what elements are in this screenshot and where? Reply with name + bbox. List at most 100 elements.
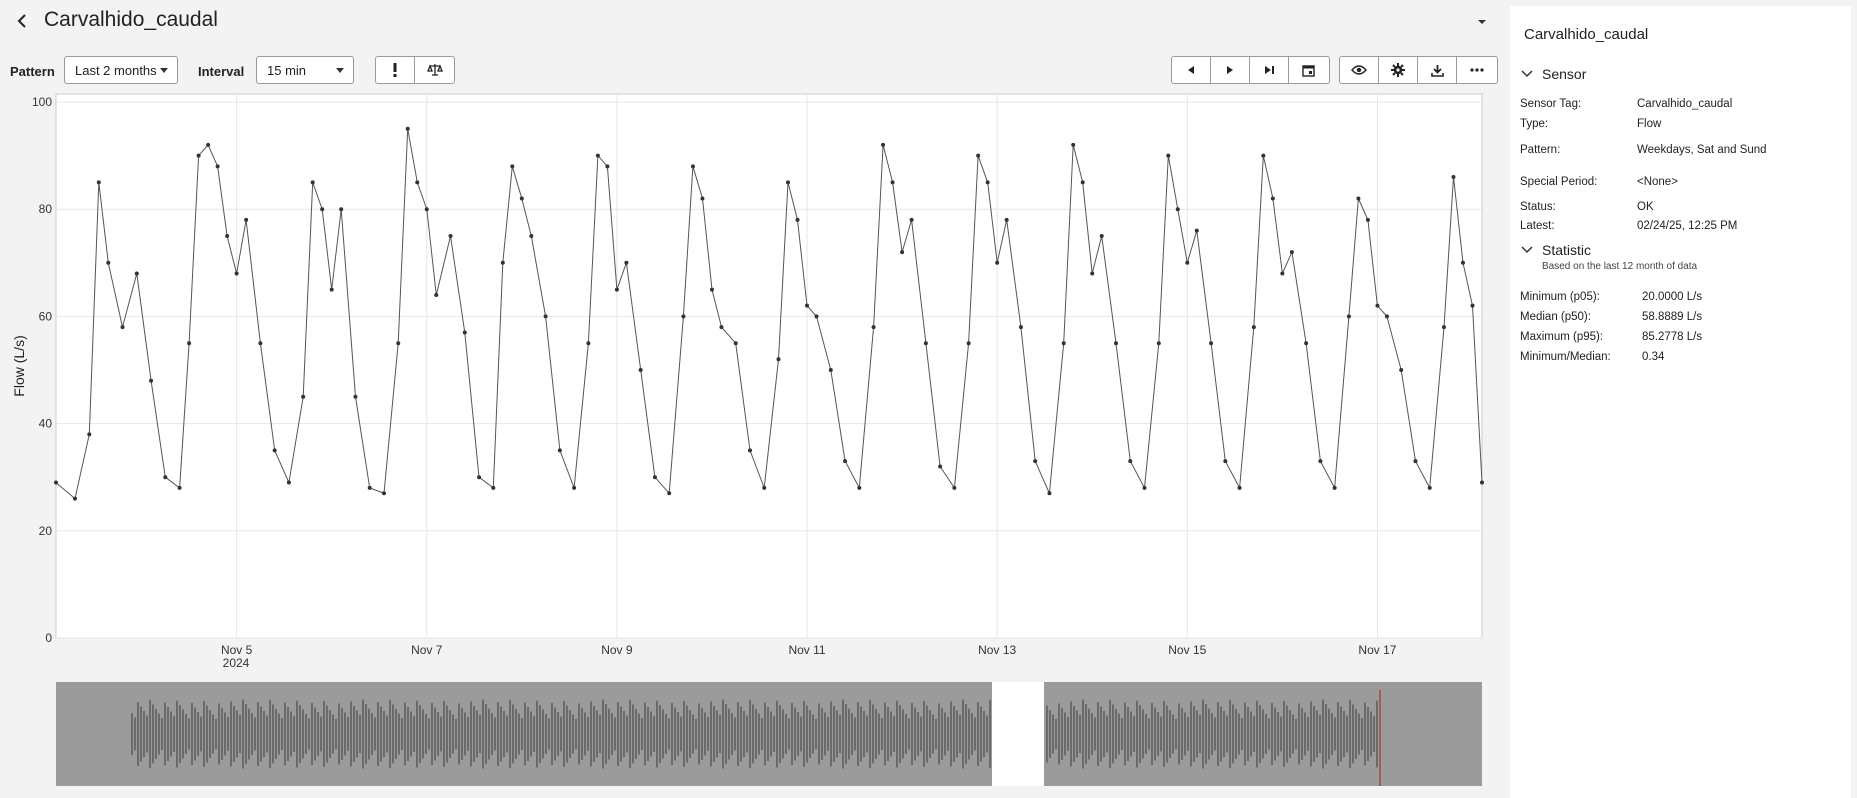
panel-title: Carvalhido_caudal (1524, 26, 1649, 43)
data-point (909, 217, 914, 222)
statistic-row-value: 0.34 (1642, 351, 1665, 363)
data-point (500, 260, 505, 265)
data-point (405, 126, 410, 131)
data-point (234, 271, 239, 276)
skip-to-end-button[interactable] (1250, 57, 1289, 83)
more-button[interactable] (1457, 57, 1496, 83)
data-point (177, 485, 182, 490)
data-point (1166, 153, 1171, 158)
data-point (134, 271, 139, 276)
calendar-button[interactable] (1289, 57, 1328, 83)
statistic-row-value: 85.2778 L/s (1642, 331, 1703, 343)
data-point (1427, 485, 1432, 490)
data-point (320, 207, 325, 212)
data-point (1289, 250, 1294, 255)
data-point (286, 480, 291, 485)
data-point (843, 459, 848, 464)
next-button[interactable] (1211, 57, 1250, 83)
data-point (624, 260, 629, 265)
statistic-row-key: Median (p50): (1520, 311, 1591, 323)
sensor-row-key: Special Period: (1520, 176, 1598, 188)
data-point (519, 196, 524, 201)
data-point (1237, 485, 1242, 490)
data-point (1399, 368, 1404, 372)
data-point (225, 234, 230, 238)
data-point (1061, 341, 1066, 346)
navigation-group (1171, 56, 1330, 84)
y-axis-label: Flow (L/s) (11, 335, 27, 396)
sensor-row-value: Carvalhido_caudal (1637, 98, 1733, 110)
navigator-selection[interactable] (992, 682, 1044, 786)
data-point (805, 303, 810, 308)
data-point (1113, 341, 1118, 346)
y-tick-label: 100 (32, 95, 52, 109)
compare-button[interactable] (415, 57, 454, 83)
x-tick-label: Nov 11 (788, 643, 825, 657)
data-point (795, 217, 800, 222)
y-tick-label: 40 (39, 417, 53, 431)
settings-button[interactable] (1379, 57, 1418, 83)
data-point (163, 475, 168, 480)
caret-down-icon (336, 68, 344, 73)
statistic-row-value: 20.0000 L/s (1642, 291, 1703, 303)
data-point (1128, 459, 1133, 464)
range-navigator[interactable] (56, 682, 1482, 786)
download-icon (1430, 64, 1444, 77)
data-point (952, 485, 957, 490)
data-point (890, 180, 895, 185)
data-point (595, 153, 600, 158)
data-point (206, 142, 211, 147)
sensor-section-title: Sensor (1542, 66, 1587, 82)
pattern-select[interactable]: Last 2 months (64, 56, 178, 84)
data-point (120, 325, 125, 330)
x-tick-label: Nov 5 (221, 643, 253, 657)
download-button[interactable] (1418, 57, 1457, 83)
data-point (1375, 303, 1380, 308)
visibility-button[interactable] (1340, 57, 1379, 83)
data-point (995, 260, 1000, 265)
calendar-icon (1302, 64, 1315, 77)
statistic-row-key: Minimum (p05): (1520, 291, 1600, 303)
interval-value: 15 min (267, 62, 307, 78)
data-point (272, 448, 277, 453)
sensor-row-key: Latest: (1520, 220, 1555, 232)
sensor-section-toggle[interactable]: Sensor (1520, 66, 1586, 82)
data-point (1047, 491, 1052, 496)
data-point (719, 325, 724, 330)
data-point (1004, 217, 1009, 222)
data-point (1090, 271, 1095, 276)
data-point (96, 180, 101, 185)
previous-button[interactable] (1172, 57, 1211, 83)
statistic-section-toggle[interactable]: Statistic (1520, 242, 1591, 258)
data-point (510, 164, 515, 169)
statistic-row-key: Minimum/Median: (1520, 351, 1611, 363)
data-point (733, 341, 738, 346)
alerts-button[interactable] (376, 57, 415, 83)
back-button[interactable] (10, 6, 34, 36)
data-point (196, 153, 201, 158)
sensor-row-value: Weekdays, Sat and Sund (1637, 144, 1767, 156)
data-point (353, 394, 358, 399)
data-point (1332, 485, 1337, 490)
data-point (1318, 459, 1323, 464)
interval-select[interactable]: 15 min (256, 56, 354, 84)
x-tick-label: Nov 17 (1358, 643, 1396, 657)
data-point (1018, 325, 1023, 330)
data-point (1033, 459, 1038, 464)
x-axis-year-label: 2024 (223, 656, 250, 670)
data-point (415, 180, 420, 185)
data-point (709, 287, 714, 292)
data-point (1346, 314, 1351, 319)
data-point (543, 314, 548, 319)
data-point (938, 464, 943, 469)
sensor-row-key: Sensor Tag: (1520, 98, 1582, 110)
y-tick-label: 20 (39, 524, 53, 538)
statistic-section-title: Statistic (1542, 242, 1592, 258)
data-point (1470, 303, 1475, 308)
data-point (448, 234, 453, 238)
data-point (367, 485, 372, 490)
data-point (529, 234, 534, 238)
caret-down-icon (1478, 20, 1486, 24)
data-point (258, 341, 263, 346)
header-dropdown-button[interactable] (1474, 14, 1490, 30)
